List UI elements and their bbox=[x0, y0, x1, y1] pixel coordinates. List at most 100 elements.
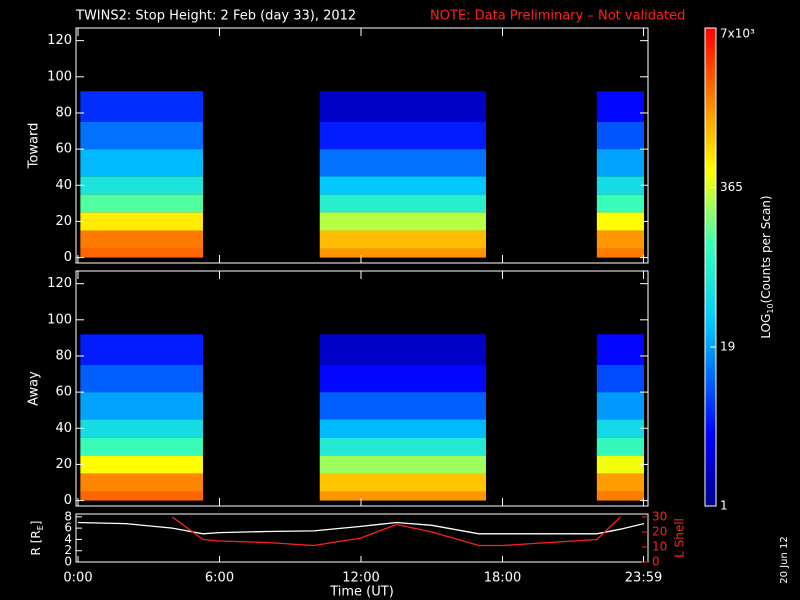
heat-cell bbox=[596, 334, 644, 365]
label-part: (Counts per Scan) bbox=[759, 195, 773, 303]
y-tick-label: 60 bbox=[55, 385, 72, 400]
y-tick-label: 20 bbox=[55, 214, 72, 229]
x-tick-label: 12:00 bbox=[342, 571, 379, 586]
heat-cell bbox=[80, 437, 203, 456]
side-date: 20 Jun 12 bbox=[779, 536, 790, 583]
heat-cell bbox=[596, 194, 644, 213]
heat-cell bbox=[319, 392, 486, 420]
y-axis-label: Away bbox=[27, 371, 42, 406]
y-tick-label: 0 bbox=[64, 250, 72, 265]
colorbar-tick-label: 7x10³ bbox=[720, 27, 755, 41]
heat-cell bbox=[80, 392, 203, 420]
heat-cell bbox=[319, 194, 486, 213]
heat-cell bbox=[319, 149, 486, 177]
heat-cell bbox=[596, 455, 644, 474]
heat-cell bbox=[319, 491, 486, 501]
panel-frame bbox=[75, 27, 649, 264]
heat-cell bbox=[319, 212, 486, 231]
y2-axis-label: L Shell bbox=[673, 518, 687, 558]
y-tick-label: 80 bbox=[55, 348, 72, 363]
y-tick-label: 120 bbox=[47, 276, 72, 291]
y-tick-label: 120 bbox=[47, 33, 72, 48]
y-tick-label: 0 bbox=[64, 555, 72, 569]
panel-frame bbox=[75, 513, 649, 563]
x-tick-label: 18:00 bbox=[484, 571, 521, 586]
heat-cell bbox=[80, 176, 203, 195]
heat-cell bbox=[596, 248, 644, 258]
line-series bbox=[77, 521, 645, 535]
colorbar-tick-label: 1 bbox=[720, 499, 728, 513]
heat-cell bbox=[319, 473, 486, 492]
heat-cell bbox=[80, 491, 203, 501]
heat-cell bbox=[319, 176, 486, 195]
heat-cell bbox=[80, 122, 203, 150]
heat-cell bbox=[80, 230, 203, 249]
y-tick-label: 0 bbox=[64, 493, 72, 508]
heat-cell bbox=[80, 455, 203, 474]
heat-cell bbox=[319, 334, 486, 365]
heat-cell bbox=[80, 365, 203, 393]
heat-cell bbox=[80, 334, 203, 365]
heat-cell bbox=[596, 176, 644, 195]
heat-cell bbox=[319, 91, 486, 122]
heat-cell bbox=[596, 149, 644, 177]
heat-cell bbox=[80, 248, 203, 258]
line-series bbox=[171, 516, 621, 547]
heat-cell bbox=[80, 91, 203, 122]
heat-cell bbox=[80, 473, 203, 492]
heat-cell bbox=[596, 491, 644, 501]
heat-cell bbox=[80, 194, 203, 213]
y-tick-label: 6 bbox=[64, 521, 72, 535]
heat-cell bbox=[80, 419, 203, 438]
label-part: E bbox=[36, 525, 45, 530]
heat-cell bbox=[319, 455, 486, 474]
heat-cell bbox=[319, 248, 486, 258]
heat-cell bbox=[596, 365, 644, 393]
heat-cell bbox=[80, 149, 203, 177]
panel-frame bbox=[75, 270, 649, 507]
note: NOTE: Data Preliminary – Not validated bbox=[430, 9, 685, 24]
y-tick-label: 100 bbox=[47, 312, 72, 327]
heat-cell bbox=[596, 419, 644, 438]
heat-cell bbox=[596, 122, 644, 150]
y2-tick-label: 0 bbox=[652, 555, 660, 569]
heat-cell bbox=[319, 437, 486, 456]
heat-cell bbox=[596, 437, 644, 456]
y-tick-label: 40 bbox=[55, 421, 72, 436]
label-part: R [R bbox=[29, 530, 43, 555]
x-tick-label: 0:00 bbox=[63, 571, 92, 586]
heat-cell bbox=[319, 230, 486, 249]
colorbar-tick-label: 19 bbox=[720, 340, 735, 354]
y2-tick-label: 30 bbox=[652, 510, 667, 524]
y-tick-label: 100 bbox=[47, 69, 72, 84]
y2-tick-label: 10 bbox=[652, 540, 667, 554]
y-axis-label: Toward bbox=[27, 123, 42, 170]
colorbar bbox=[704, 27, 717, 507]
heat-cell bbox=[80, 212, 203, 231]
label-part: 10 bbox=[766, 303, 775, 313]
heat-cell bbox=[319, 419, 486, 438]
heat-cell bbox=[596, 473, 644, 492]
heat-cell bbox=[596, 392, 644, 420]
y2-tick-label: 20 bbox=[652, 525, 667, 539]
heat-cell bbox=[319, 122, 486, 150]
x-tick-label: 6:00 bbox=[205, 571, 234, 586]
heat-cell bbox=[596, 212, 644, 231]
y-tick-label: 20 bbox=[55, 457, 72, 472]
colorbar-tick-label: 365 bbox=[720, 180, 743, 194]
chart-title: TWINS2: Stop Height: 2 Feb (day 33), 201… bbox=[75, 9, 356, 24]
y-tick-label: 4 bbox=[64, 532, 72, 546]
y-tick-label: 2 bbox=[64, 543, 72, 557]
label-part: LOG bbox=[759, 314, 773, 339]
y-tick-label: 80 bbox=[55, 105, 72, 120]
y-tick-label: 40 bbox=[55, 178, 72, 193]
heat-cell bbox=[596, 230, 644, 249]
x-axis-label: Time (UT) bbox=[329, 585, 394, 600]
y-tick-label: 60 bbox=[55, 142, 72, 157]
heat-cell bbox=[596, 91, 644, 122]
colorbar-label: LOG10(Counts per Scan) bbox=[759, 195, 775, 338]
y-tick-label: 8 bbox=[64, 509, 72, 523]
